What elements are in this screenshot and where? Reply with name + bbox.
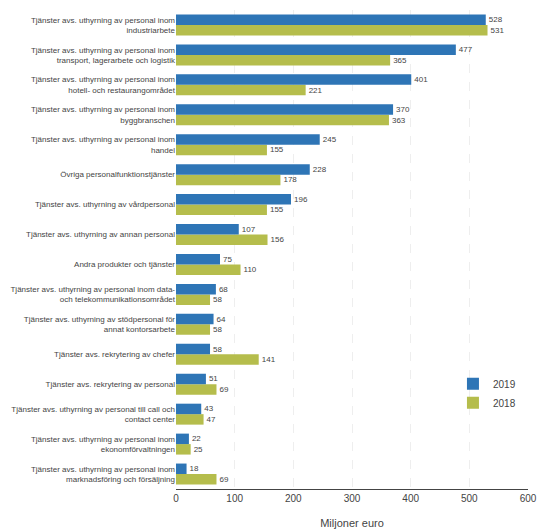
svg-text:196: 196: [294, 195, 308, 204]
svg-text:500: 500: [461, 493, 478, 504]
svg-text:0: 0: [173, 493, 179, 504]
svg-text:300: 300: [344, 493, 361, 504]
svg-text:400: 400: [402, 493, 419, 504]
svg-text:531: 531: [491, 26, 505, 35]
svg-text:401: 401: [414, 75, 428, 84]
svg-text:Tjänster avs. uthyrning av per: Tjänster avs. uthyrning av personal inom…: [31, 75, 176, 94]
svg-text:Tjänster avs. uthyrning av ann: Tjänster avs. uthyrning av annan persona…: [26, 230, 175, 239]
svg-text:228: 228: [313, 165, 327, 174]
svg-text:64: 64: [217, 315, 226, 324]
svg-text:200: 200: [285, 493, 302, 504]
svg-text:25: 25: [194, 445, 203, 454]
svg-text:51: 51: [209, 374, 218, 383]
svg-text:Tjänster avs. uthyrning av per: Tjänster avs. uthyrning av personal inom…: [31, 135, 175, 154]
svg-text:110: 110: [244, 265, 257, 274]
svg-text:Tjänster avs. uthyrning av per: Tjänster avs. uthyrning av personal inom…: [31, 465, 175, 484]
svg-text:156: 156: [271, 235, 285, 244]
svg-text:Övriga personalfunktionstjänst: Övriga personalfunktionstjänster: [60, 170, 175, 179]
svg-text:100: 100: [226, 493, 243, 504]
svg-text:Tjänster avs. uthyrning av per: Tjänster avs. uthyrning av personal inom…: [31, 105, 175, 124]
svg-text:Tjänster avs. rekrytering av p: Tjänster avs. rekrytering av personal: [46, 380, 176, 389]
svg-text:2019: 2019: [493, 379, 516, 390]
svg-text:58: 58: [213, 295, 222, 304]
svg-text:47: 47: [207, 415, 216, 424]
svg-text:2018: 2018: [493, 398, 516, 409]
svg-text:43: 43: [204, 404, 213, 413]
svg-text:365: 365: [393, 56, 407, 65]
svg-text:477: 477: [459, 45, 473, 54]
svg-text:Tjänster avs. uthyrning av per: Tjänster avs. uthyrning av personal inom…: [31, 46, 176, 65]
svg-text:155: 155: [270, 145, 284, 154]
svg-text:69: 69: [219, 475, 228, 484]
svg-text:178: 178: [283, 175, 297, 184]
svg-text:68: 68: [219, 285, 228, 294]
svg-text:Tjänster avs. uthyrning av per: Tjänster avs. uthyrning av personal till…: [11, 405, 175, 424]
svg-text:Tjänster avs. uthyrning av stö: Tjänster avs. uthyrning av stödpersonal …: [24, 315, 176, 334]
svg-text:18: 18: [190, 464, 199, 473]
svg-text:Tjänster avs. rekrytering av c: Tjänster avs. rekrytering av chefer: [54, 350, 175, 359]
svg-text:69: 69: [219, 385, 228, 394]
svg-text:Tjänster avs. uthyrning av per: Tjänster avs. uthyrning av personal inom…: [10, 285, 175, 304]
svg-text:528: 528: [489, 15, 503, 24]
svg-text:370: 370: [396, 105, 410, 114]
svg-text:Tjänster avs. uthyrning av vår: Tjänster avs. uthyrning av vårdpersonal: [35, 200, 175, 209]
svg-text:Tjänster avs. uthyrning av per: Tjänster avs. uthyrning av personal inom…: [31, 435, 175, 454]
svg-text:Tjänster avs. uthyrning av per: Tjänster avs. uthyrning av personal inom…: [31, 16, 176, 35]
svg-text:Miljoner euro: Miljoner euro: [320, 517, 384, 529]
svg-text:245: 245: [323, 135, 337, 144]
svg-text:141: 141: [262, 355, 276, 364]
svg-text:75: 75: [223, 255, 232, 264]
svg-text:363: 363: [392, 116, 406, 125]
svg-text:155: 155: [270, 205, 284, 214]
svg-text:107: 107: [242, 225, 256, 234]
svg-text:221: 221: [309, 86, 323, 95]
svg-text:58: 58: [213, 325, 222, 334]
svg-text:600: 600: [520, 493, 537, 504]
svg-text:58: 58: [213, 345, 222, 354]
svg-text:Andra produkter och tjänster: Andra produkter och tjänster: [74, 260, 175, 269]
svg-text:22: 22: [192, 434, 201, 443]
